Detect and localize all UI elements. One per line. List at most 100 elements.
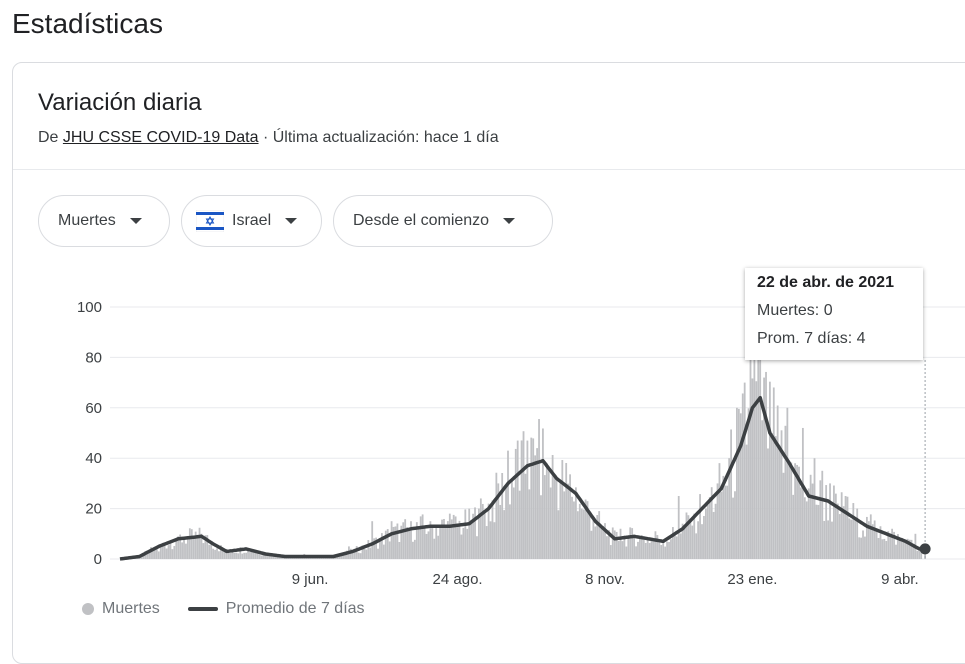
death-bar xyxy=(645,543,647,559)
death-bar xyxy=(668,542,670,559)
death-bar xyxy=(559,482,561,559)
death-bar xyxy=(412,542,414,559)
death-bar xyxy=(513,487,515,559)
death-bar xyxy=(895,545,897,559)
legend-bars-swatch xyxy=(82,603,94,615)
death-bar xyxy=(591,531,593,559)
death-bar xyxy=(686,512,688,559)
death-bar xyxy=(600,525,602,559)
death-bar xyxy=(216,548,218,559)
death-bar xyxy=(181,542,183,559)
death-bar xyxy=(495,473,497,559)
death-bar xyxy=(734,491,736,559)
tooltip-deaths: Muertes: 0 xyxy=(757,302,911,320)
death-bar xyxy=(360,553,362,559)
death-bar xyxy=(503,510,505,559)
death-bar xyxy=(426,534,428,559)
death-bar xyxy=(748,408,750,559)
death-bar xyxy=(610,545,612,559)
death-bar xyxy=(191,529,193,559)
death-bar xyxy=(620,529,622,559)
death-bar xyxy=(765,372,767,559)
death-bar xyxy=(810,475,812,559)
death-bar xyxy=(251,551,253,559)
death-bar xyxy=(664,547,666,559)
death-bar xyxy=(697,521,699,559)
death-bar xyxy=(389,541,391,559)
death-bar xyxy=(821,471,823,559)
death-bar xyxy=(468,509,470,559)
death-bar xyxy=(435,526,437,559)
death-bar xyxy=(662,543,664,559)
death-bar xyxy=(753,357,755,559)
death-bar xyxy=(715,504,717,559)
death-bar xyxy=(457,525,459,559)
death-bar xyxy=(794,463,796,559)
death-bar xyxy=(338,557,340,559)
death-bar xyxy=(470,523,472,559)
death-bar xyxy=(790,462,792,559)
death-bar xyxy=(527,441,529,559)
death-bar xyxy=(166,548,168,559)
death-bar xyxy=(889,534,891,559)
death-bar xyxy=(528,489,530,559)
death-bar xyxy=(484,513,486,559)
death-bar xyxy=(486,526,488,559)
death-bar xyxy=(583,510,585,559)
death-bar xyxy=(544,475,546,559)
death-bar xyxy=(837,504,839,559)
chart-legend: Muertes Promedio de 7 días xyxy=(82,600,365,618)
death-bar xyxy=(639,536,641,559)
death-bar xyxy=(689,518,691,559)
death-bar xyxy=(827,520,829,559)
death-bar xyxy=(263,555,265,559)
death-bar xyxy=(816,505,818,559)
death-bar xyxy=(653,540,655,559)
death-bar xyxy=(567,484,569,559)
death-bar xyxy=(699,494,701,559)
death-bar xyxy=(724,486,726,559)
death-bar xyxy=(767,448,769,559)
death-bar xyxy=(515,449,517,559)
death-bar xyxy=(183,540,185,559)
death-bar xyxy=(404,519,406,559)
death-bar xyxy=(622,541,624,559)
death-bar xyxy=(530,438,532,559)
death-bar xyxy=(414,540,416,559)
legend-line-swatch xyxy=(188,607,218,611)
death-bar xyxy=(680,533,682,559)
death-bar xyxy=(674,533,676,559)
death-bar xyxy=(561,460,563,559)
death-bar xyxy=(352,553,354,559)
death-bar xyxy=(676,536,678,559)
x-tick-label: 23 ene. xyxy=(727,571,777,588)
death-bar xyxy=(579,504,581,559)
death-bar xyxy=(730,429,732,559)
death-bar xyxy=(742,393,744,559)
death-bar xyxy=(885,541,887,559)
death-bar xyxy=(501,473,503,559)
death-bar xyxy=(614,530,616,559)
death-bar xyxy=(383,545,385,559)
death-bar xyxy=(365,550,367,559)
death-bar xyxy=(480,498,482,559)
death-bar xyxy=(494,522,496,559)
death-bar xyxy=(916,551,918,559)
death-bar xyxy=(232,552,234,559)
death-bar xyxy=(208,545,210,559)
death-bar xyxy=(369,548,371,559)
death-bar xyxy=(788,461,790,559)
death-bar xyxy=(672,527,674,559)
death-bar xyxy=(519,491,521,559)
death-bar xyxy=(259,554,261,559)
death-bar xyxy=(214,550,216,559)
y-tick-label: 20 xyxy=(85,501,102,518)
death-bar xyxy=(777,406,779,559)
death-bar xyxy=(445,526,447,559)
death-bar xyxy=(812,484,814,559)
death-bar xyxy=(833,486,835,559)
death-bar xyxy=(771,433,773,559)
death-bar xyxy=(558,510,560,559)
legend-bars-label: Muertes xyxy=(102,600,160,618)
death-bar xyxy=(212,549,214,559)
